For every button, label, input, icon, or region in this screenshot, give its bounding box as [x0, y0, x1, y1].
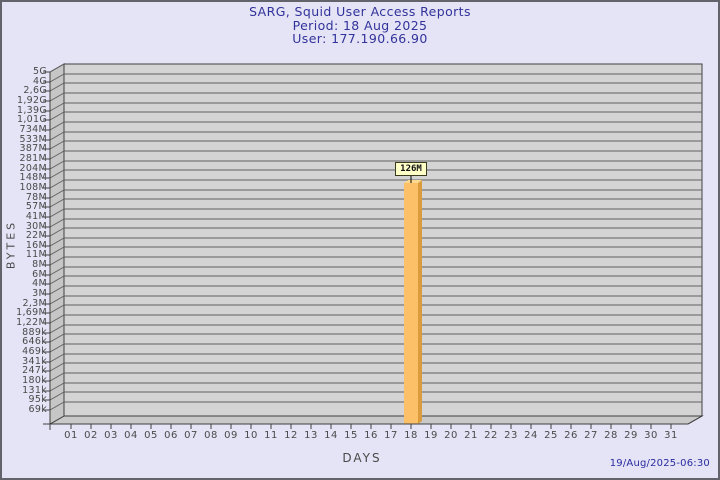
y-tick-label: 41M: [25, 211, 47, 222]
y-tick-label: 4G: [32, 76, 47, 87]
generation-timestamp: 19/Aug/2025-06:30: [609, 458, 710, 469]
y-tick-label: 30M: [25, 221, 47, 232]
x-tick-label: 19: [424, 430, 438, 441]
x-tick-label: 23: [504, 430, 518, 441]
y-tick-label: 1,22M: [16, 317, 47, 328]
x-tick-label: 07: [184, 430, 198, 441]
x-tick-label: 27: [584, 430, 598, 441]
y-tick-label: 6M: [32, 269, 47, 280]
x-tick-label: 28: [604, 430, 618, 441]
x-tick-label: 09: [224, 430, 238, 441]
x-tick-label: 24: [524, 430, 538, 441]
x-tick-label: 29: [624, 430, 638, 441]
y-tick-label: 734M: [19, 124, 47, 135]
y-tick-label: 22M: [25, 230, 47, 241]
x-tick-label: 14: [324, 430, 338, 441]
x-tick-label: 21: [464, 430, 478, 441]
x-tick-label: 16: [364, 430, 378, 441]
y-axis-title: BYTES: [4, 219, 18, 270]
x-tick-label: 01: [64, 430, 78, 441]
x-tick-label: 13: [304, 430, 318, 441]
y-tick-label: 1,92G: [16, 95, 47, 106]
y-tick-label: 69k: [28, 404, 47, 415]
x-tick-label: 22: [484, 430, 498, 441]
y-tick-label: 2,6G: [23, 85, 47, 96]
y-tick-label: 387M: [19, 143, 47, 154]
report-period: Period: 18 Aug 2025: [292, 17, 428, 33]
report-header: SARG, Squid User Access Reports Period: …: [2, 5, 718, 46]
y-tick-label: 1,39G: [16, 105, 47, 116]
y-tick-label: 2,3M: [22, 298, 47, 309]
y-tick-label: 204M: [19, 163, 47, 174]
x-tick-label: 06: [164, 430, 178, 441]
x-tick-label: 10: [244, 430, 258, 441]
x-axis-title: DAYS: [342, 451, 382, 465]
x-tick-label: 31: [664, 430, 678, 441]
y-tick-label: 533M: [19, 134, 47, 145]
x-tick-label: 26: [564, 430, 578, 441]
y-tick-label: 148M: [19, 172, 47, 183]
y-tick-label: 5G: [32, 66, 47, 77]
y-tick-label: 889k: [22, 327, 47, 338]
x-tick-label: 18: [404, 430, 418, 441]
x-tick-label: 11: [264, 430, 278, 441]
x-tick-label: 04: [124, 430, 138, 441]
x-tick-label: 02: [84, 430, 98, 441]
x-tick-label: 05: [144, 430, 158, 441]
y-tick-label: 131k: [22, 385, 47, 396]
x-tick-label: 17: [384, 430, 398, 441]
report-user: User: 177.190.66.90: [292, 31, 428, 46]
report-title: SARG, Squid User Access Reports: [249, 4, 471, 19]
y-tick-label: 4M: [32, 278, 47, 289]
y-tick-label: 108M: [19, 182, 47, 193]
y-tick-label: 3M: [32, 288, 47, 299]
y-tick-label: 11M: [25, 249, 47, 260]
y-tick-label: 57M: [25, 201, 47, 212]
y-tick-label: 180k: [22, 375, 47, 386]
x-tick-label: 20: [444, 430, 458, 441]
y-tick-label: 8M: [32, 259, 47, 270]
y-tick-label: 646k: [22, 336, 47, 347]
y-tick-label: 247k: [22, 365, 47, 376]
x-tick-label: 03: [104, 430, 118, 441]
y-tick-label: 78M: [25, 192, 47, 203]
y-tick-label: 16M: [25, 240, 47, 251]
y-tick-label: 1,01G: [16, 114, 47, 125]
y-tick-label: 469k: [22, 346, 47, 357]
x-tick-label: 08: [204, 430, 218, 441]
x-tick-label: 15: [344, 430, 358, 441]
x-tick-label: 12: [284, 430, 298, 441]
bar-value-label: 126M: [395, 162, 427, 176]
y-tick-label: 1,69M: [16, 307, 47, 318]
x-tick-label: 25: [544, 430, 558, 441]
y-tick-label: 341k: [22, 356, 47, 367]
y-tick-label: 281M: [19, 153, 47, 164]
y-tick-label: 95k: [28, 394, 47, 405]
x-tick-label: 30: [644, 430, 658, 441]
